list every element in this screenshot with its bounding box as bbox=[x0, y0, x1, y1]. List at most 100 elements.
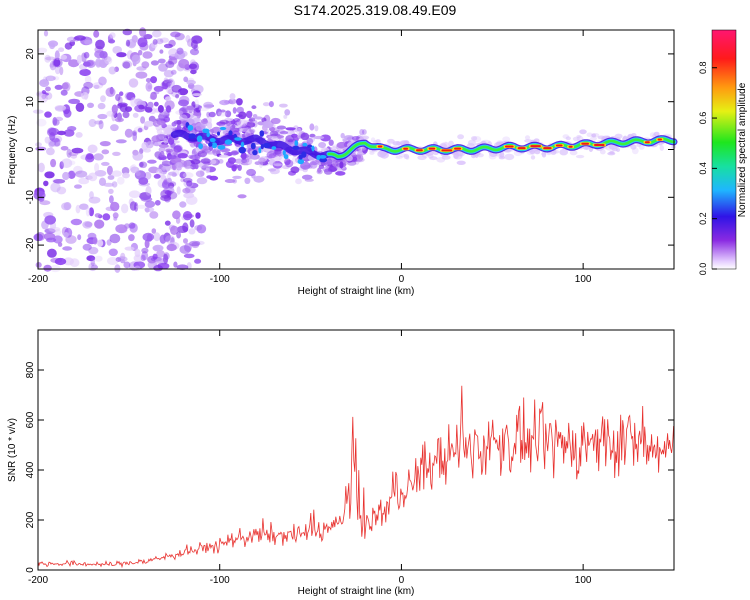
spectrogram-noise-cell bbox=[206, 111, 211, 118]
spectrogram-noise-cell bbox=[540, 152, 547, 156]
spectrogram-noise-cell bbox=[62, 171, 70, 181]
spectrogram-noise-cell bbox=[161, 166, 166, 171]
spectrogram-noise-cell bbox=[284, 138, 295, 145]
spectrogram-noise-cell bbox=[343, 135, 354, 140]
spectrogram-noise-cell bbox=[559, 149, 568, 156]
spectrogram-noise-cell bbox=[576, 154, 585, 159]
spectrogram-noise-cell bbox=[93, 153, 104, 161]
spectrogram-noise-cell bbox=[189, 48, 200, 56]
spectrogram-ridge-layer bbox=[170, 122, 678, 165]
spectrogram-noise-cell bbox=[163, 79, 173, 84]
spectrogram-noise-cell bbox=[144, 207, 150, 213]
spectrogram-noise-cell bbox=[153, 101, 159, 107]
spectrogram-noise-cell bbox=[77, 234, 82, 241]
spectrogram-y-tick-label: -20 bbox=[25, 237, 36, 252]
spectrogram-noise-cell bbox=[44, 136, 51, 144]
spectrogram-ridge-blob bbox=[302, 142, 308, 147]
spectrogram-noise-cell bbox=[441, 141, 450, 149]
spectrogram-noise-cell bbox=[395, 155, 403, 159]
spectrogram-noise-cell bbox=[121, 203, 129, 214]
spectrogram-noise-cell bbox=[80, 92, 89, 100]
snr-axes: -200 -100 0 100 0 200 400 600 800 bbox=[25, 330, 674, 586]
spectrogram-noise-cell bbox=[188, 155, 194, 159]
spectrogram-noise-cell bbox=[636, 143, 641, 147]
spectrogram-ridge-blob bbox=[260, 144, 264, 150]
snr-x-label: Height of straight line (km) bbox=[298, 586, 415, 597]
spectrogram-noise-cell bbox=[189, 219, 195, 228]
colorbar-tick-label: 0.6 bbox=[698, 112, 708, 125]
spectrogram-noise-cell bbox=[182, 222, 189, 233]
spectrogram-noise-cell bbox=[195, 107, 201, 113]
snr-y-tick-label: 200 bbox=[25, 511, 36, 528]
spectrogram-noise-cell bbox=[63, 109, 72, 118]
spectrogram-noise-cell bbox=[284, 109, 291, 116]
spectrogram-noise-cell bbox=[179, 201, 187, 208]
spectrogram-noise-cell bbox=[82, 243, 92, 251]
spectrogram-noise-cell bbox=[49, 63, 55, 68]
snr-y-label: SNR (10 * v/v) bbox=[7, 418, 18, 482]
spectrogram-noise-cell bbox=[53, 179, 66, 184]
spectrogram-noise-cell bbox=[175, 162, 183, 168]
spectrogram-noise-cell bbox=[47, 248, 57, 258]
spectrogram-noise-cell bbox=[314, 125, 319, 132]
spectrogram-noise-cell bbox=[398, 153, 407, 158]
spectrogram-noise-cell bbox=[81, 52, 87, 63]
colorbar-ticks: 0.0 0.2 0.4 0.6 0.8 bbox=[698, 61, 717, 275]
spectrogram-noise-cell bbox=[177, 153, 188, 159]
spectrogram-noise-cell bbox=[203, 101, 214, 109]
spectrogram-noise-cell bbox=[44, 215, 56, 225]
spectrogram-noise-cell bbox=[342, 138, 347, 142]
spectrogram-noise-cell bbox=[191, 241, 200, 249]
spectrogram-noise-cell bbox=[98, 119, 104, 130]
spectrogram-noise-cell bbox=[124, 128, 133, 138]
spectrogram-noise-cell bbox=[274, 149, 282, 155]
spectrogram-noise-cell bbox=[117, 176, 125, 185]
spectrogram-ridge-blob bbox=[307, 144, 313, 148]
spectrogram-noise-cell bbox=[158, 146, 166, 153]
spectrogram-noise-cell bbox=[150, 91, 158, 100]
spectrogram-noise-cell bbox=[46, 237, 57, 243]
spectrogram-noise-cell bbox=[42, 76, 48, 85]
spectrogram-noise-cell bbox=[129, 201, 137, 211]
spectrogram-noise-cell bbox=[86, 255, 96, 262]
spectrogram-noise-cell bbox=[370, 137, 376, 143]
spectrogram-noise-cell bbox=[142, 232, 155, 242]
spectrogram-noise-cell bbox=[165, 61, 175, 68]
spectrogram-noise-cell bbox=[163, 116, 170, 123]
spectrogram-noise-cell bbox=[70, 218, 83, 226]
spectrogram-noise-cell bbox=[50, 182, 61, 193]
spectrogram-noise-cell bbox=[101, 149, 110, 155]
spectrogram-noise-cell bbox=[476, 153, 484, 158]
spectrogram-noise-cell bbox=[162, 158, 168, 166]
spectrogram-noise-cell bbox=[130, 166, 140, 173]
spectrogram-ridge-blob bbox=[311, 145, 315, 152]
spectrogram-noise-cell bbox=[355, 157, 365, 163]
spectrogram-noise-cell bbox=[135, 71, 148, 79]
spectrogram-noise-cell bbox=[154, 200, 161, 206]
spectrogram-ridge-blob bbox=[238, 146, 246, 154]
spectrogram-noise-cell bbox=[116, 256, 128, 262]
spectrogram-noise-cell bbox=[171, 84, 182, 93]
spectrogram-noise-cell bbox=[139, 27, 147, 37]
spectrogram-noise-cell bbox=[277, 135, 285, 139]
spectrogram-noise-cell bbox=[150, 76, 158, 84]
spectrogram-noise-cell bbox=[163, 77, 169, 84]
spectrogram-noise-cell bbox=[216, 150, 221, 157]
spectrogram-noise-cell bbox=[369, 151, 375, 155]
spectrogram-noise-cell bbox=[224, 179, 236, 183]
spectrogram-noise-cell bbox=[84, 39, 93, 45]
spectrogram-noise-cell bbox=[97, 239, 104, 247]
spectrogram-noise-cell bbox=[498, 156, 506, 160]
spectrogram-noise-cell bbox=[209, 175, 219, 181]
spectrogram-noise-cell bbox=[185, 35, 191, 43]
spectrogram-noise-cell bbox=[237, 164, 242, 171]
spectrogram-noise-cell bbox=[90, 257, 96, 267]
spectrogram-noise-cell bbox=[152, 253, 158, 260]
spectrogram-noise-cell bbox=[417, 155, 427, 161]
spectrogram-ridge-blob bbox=[198, 143, 204, 150]
spectrogram-noise-cell bbox=[153, 264, 163, 272]
spectrogram-noise-cell bbox=[94, 120, 103, 125]
spectrogram-noise-cell bbox=[176, 231, 182, 239]
spectrogram-noise-cell bbox=[60, 89, 68, 96]
